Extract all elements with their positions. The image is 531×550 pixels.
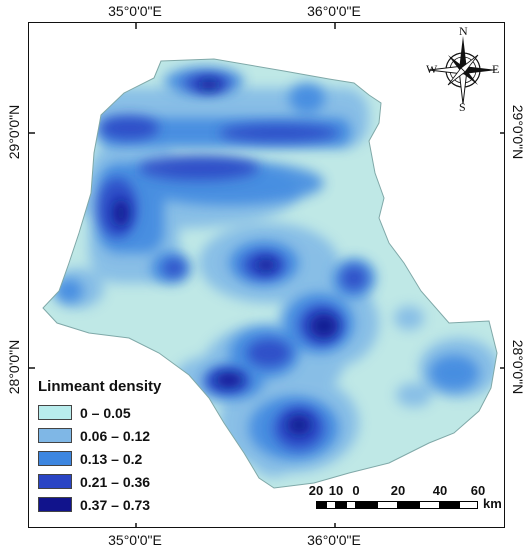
legend-label: 0.13 – 0.2: [80, 450, 143, 467]
scale-segment: [326, 501, 336, 509]
legend-label: 0.21 – 0.36: [80, 473, 151, 490]
legend-item: 0.21 – 0.36: [38, 470, 188, 493]
map-frame: [28, 22, 505, 528]
legend-swatch: [38, 497, 72, 512]
scale-label: 40: [432, 483, 448, 498]
scale-label: 10: [328, 483, 344, 498]
north-arrow: N S W E: [426, 24, 500, 114]
scale-label: 0: [352, 483, 360, 498]
east-label: E: [492, 62, 500, 76]
scale-label: 20: [390, 483, 406, 498]
left-latitude-label-2: 28°0'0"N: [6, 339, 22, 395]
west-label: W: [426, 62, 438, 76]
legend-swatch: [38, 428, 72, 443]
compass-rose-icon: [428, 36, 497, 105]
legend-item: 0.37 – 0.73: [38, 493, 188, 516]
scale-segment: [316, 501, 326, 509]
scale-bar: 20 10 0 20 40 60 km: [300, 483, 505, 523]
legend-swatch: [38, 474, 72, 489]
legend: Linmeant density 0 – 0.05 0.06 – 0.12 0.…: [38, 378, 188, 516]
legend-item: 0.13 – 0.2: [38, 447, 188, 470]
top-longitude-label-2: 36°0'0"E: [307, 3, 361, 19]
density-zone-0.37-0.73: [113, 80, 338, 435]
density-map: [29, 23, 504, 527]
scale-unit: km: [483, 496, 502, 511]
scale-segment: [356, 501, 377, 509]
top-longitude-label-1: 35°0'0"E: [108, 3, 162, 19]
legend-label: 0 – 0.05: [80, 404, 131, 421]
legend-swatch: [38, 405, 72, 420]
scale-segment: [459, 501, 478, 509]
legend-label: 0.06 – 0.12: [80, 427, 151, 444]
scale-segment: [336, 501, 346, 509]
scale-segment: [419, 501, 440, 509]
region-boundary: [42, 58, 498, 489]
scale-label: 60: [470, 483, 486, 498]
north-label: N: [459, 24, 468, 38]
scale-segment: [346, 501, 356, 509]
left-latitude-label-1: 29°0'0"N: [6, 104, 22, 160]
scale-segment: [440, 501, 459, 509]
scale-segment: [398, 501, 419, 509]
bottom-longitude-label-2: 36°0'0"E: [307, 532, 361, 548]
legend-label: 0.37 – 0.73: [80, 496, 151, 513]
bottom-longitude-label-1: 35°0'0"E: [108, 532, 162, 548]
scale-segment: [377, 501, 398, 509]
right-latitude-label-2: 28°0'0"N: [510, 339, 526, 395]
scale-label: 20: [308, 483, 324, 498]
legend-item: 0 – 0.05: [38, 401, 188, 424]
legend-item: 0.06 – 0.12: [38, 424, 188, 447]
right-latitude-label-1: 29°0'0"N: [510, 104, 526, 160]
south-label: S: [459, 100, 466, 114]
legend-swatch: [38, 451, 72, 466]
legend-title: Linmeant density: [38, 378, 162, 395]
